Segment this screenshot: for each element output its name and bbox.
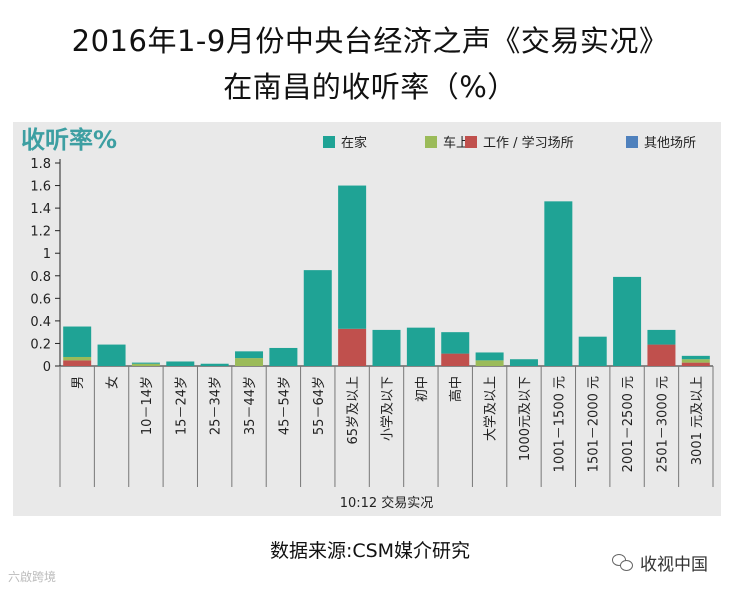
bar-segment [131, 363, 160, 366]
bar-segment [63, 356, 92, 361]
bar-segment [97, 344, 126, 366]
y-tick-label: 1.2 [30, 225, 51, 240]
legend-label: 其他场所 [644, 136, 696, 151]
legend-swatch [626, 136, 638, 148]
y-tick-label: 1.8 [30, 157, 51, 172]
x-category-label: 小学及以下 [380, 376, 396, 441]
watermark-right: 收视中国 [612, 550, 708, 575]
y-tick-label: 0.4 [30, 315, 51, 330]
bar-segment [303, 270, 332, 366]
bar-segment [166, 361, 195, 366]
chart-title-line2: 在南昌的收听率（%） [223, 70, 517, 104]
legend-label: 车上 [443, 135, 469, 151]
bar-segment [681, 362, 710, 366]
watermark-left: 六啟跨境 [8, 570, 57, 584]
x-category-label: 10－14岁 [140, 376, 155, 435]
bar-segment [372, 329, 401, 366]
legend-label: 在家 [341, 135, 367, 151]
bar-segment [681, 359, 710, 363]
bar-segment [63, 326, 92, 357]
bar-segment [647, 344, 676, 366]
x-category-label: 1001－1500 元 [552, 376, 567, 472]
legend-swatch [465, 136, 477, 148]
bar-segment [441, 353, 470, 366]
chart-panel: 收听率% 0 0.2 0.4 0.6 0.8 1 1.2 1.4 1.6 1.8 男 女 10－14岁 15… [13, 122, 721, 516]
y-tick-label: 0.2 [30, 337, 51, 352]
y-tick-label: 1.6 [30, 180, 51, 195]
y-tick-label: 0.8 [30, 270, 51, 285]
watermark-right-text: 收视中国 [640, 555, 708, 575]
x-category-label: 45－54岁 [277, 376, 292, 435]
x-category-label: 1501－2000 元 [587, 376, 602, 472]
bar-segment [338, 328, 367, 366]
bar-segment [681, 355, 710, 360]
y-tick-label: 0 [43, 360, 51, 375]
x-category-label: 3001 元及以上 [690, 376, 705, 465]
bar-segment [63, 360, 92, 366]
x-category-label: 1000元及以下 [518, 376, 533, 461]
bar-segment [475, 352, 504, 361]
bar-segment [509, 359, 538, 366]
x-category-label: 55－64岁 [312, 376, 327, 435]
bar-segment [441, 332, 470, 354]
bar-segment [338, 185, 367, 329]
x-category-label: 大学及以上 [483, 376, 499, 441]
legend-label: 工作 / 学习场所 [483, 135, 574, 151]
x-category-label: 初中 [415, 376, 430, 402]
bar-segment [406, 327, 435, 366]
x-category-label: 25－34岁 [209, 376, 224, 435]
x-category-label: 2001－2500 元 [621, 376, 636, 472]
wechat-icon [612, 553, 634, 572]
bar-segment [269, 347, 298, 366]
bar-segment [613, 276, 642, 366]
x-axis-footer: 10:12 交易实况 [340, 495, 434, 511]
x-category-label: 高中 [448, 376, 464, 402]
bar-segment [475, 360, 504, 366]
data-source: 数据来源:CSM媒介研究 [269, 540, 471, 562]
y-tick-label: 0.6 [30, 292, 51, 307]
bar-segment [647, 329, 676, 345]
bar-segment [544, 201, 573, 366]
legend-swatch [425, 136, 437, 148]
x-category-label: 2501－3000 元 [655, 376, 670, 472]
x-category-label: 男 [71, 376, 86, 389]
legend-swatch [323, 136, 335, 148]
bar-segment [578, 336, 607, 366]
listening-rate-chart: 收听率% 0 0.2 0.4 0.6 0.8 1 1.2 1.4 1.6 1.8 男 女 10－14岁 15… [21, 126, 714, 511]
x-category-label: 15－24岁 [174, 376, 189, 435]
x-category-label: 35－44岁 [243, 376, 258, 435]
bar-segment [200, 363, 229, 366]
bar-segment [131, 362, 160, 364]
y-tick-label: 1 [43, 247, 51, 262]
chart-title-line1: 2016年1-9月份中央台经济之声《交易实况》 [71, 24, 669, 58]
x-category-label: 65岁及以上 [346, 376, 361, 445]
y-axis-label: 收听率% [21, 126, 117, 154]
bar-segment [235, 351, 264, 359]
x-category-label: 女 [105, 376, 121, 389]
y-tick-label: 1.4 [30, 202, 51, 217]
bar-segment [235, 358, 264, 366]
